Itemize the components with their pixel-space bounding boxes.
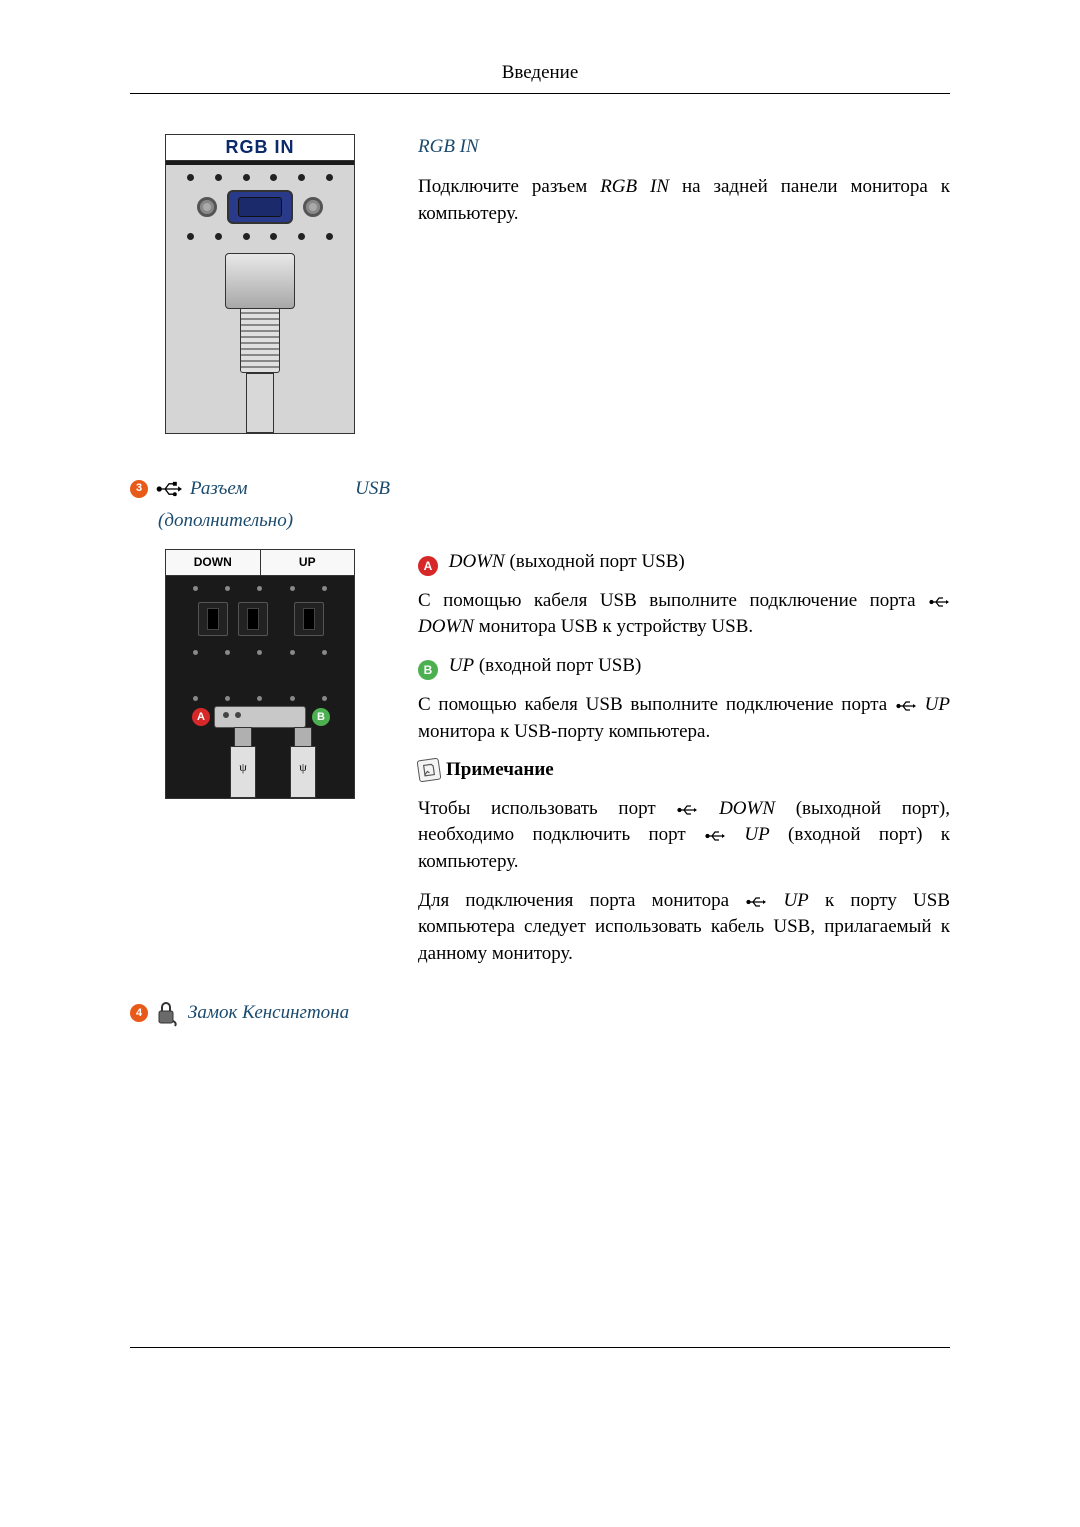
note-p2-pre: Для подключения порта монитора bbox=[418, 890, 745, 911]
usb-icon-inline-4 bbox=[704, 830, 726, 842]
usb-diagram: DOWN UP A B ψ ψ bbox=[165, 549, 355, 799]
usb-diagram-body: A B ψ ψ bbox=[166, 576, 354, 798]
usb-left-col: DOWN UP A B ψ ψ bbox=[130, 549, 390, 980]
note-p1-em: DOWN bbox=[719, 798, 775, 819]
usb-diagram-tabs: DOWN UP bbox=[166, 550, 354, 576]
vga-screw-right bbox=[303, 197, 323, 217]
usb-b-pre: С помощью кабеля USB выполните подключен… bbox=[418, 694, 895, 715]
usb-subtitle: (дополнительно) bbox=[158, 508, 390, 535]
badge-b-icon: B bbox=[418, 660, 438, 680]
rgb-dots-row-2 bbox=[166, 224, 354, 249]
usb-right-col: A DOWN (выходной порт USB) С помощью каб… bbox=[418, 549, 950, 980]
usb-a-header: A DOWN (выходной порт USB) bbox=[418, 549, 950, 576]
vga-screw-left bbox=[197, 197, 217, 217]
note-p1-pre: Чтобы использовать порт bbox=[418, 798, 676, 819]
usb-marker-b: B bbox=[312, 708, 330, 726]
usb-plug-a: ψ bbox=[230, 746, 256, 798]
usb-tab-up: UP bbox=[261, 550, 355, 575]
usb-plug-b: ψ bbox=[290, 746, 316, 798]
vga-plug-body bbox=[225, 253, 295, 309]
rgb-plug-area bbox=[166, 249, 354, 433]
usb-icon-inline-5 bbox=[745, 896, 767, 908]
usb-a-p-em: DOWN bbox=[418, 616, 474, 637]
note-header: Примечание bbox=[418, 757, 950, 784]
usb-title-2: USB bbox=[355, 476, 390, 503]
usb-b-suffix: (входной порт USB) bbox=[474, 655, 641, 676]
usb-number-badge: 3 bbox=[130, 480, 148, 498]
vga-plug-cable bbox=[246, 373, 274, 433]
usb-marker-a: A bbox=[192, 708, 210, 726]
rgb-title: RGB IN bbox=[418, 134, 950, 161]
rgb-left-col: RGB IN bbox=[130, 134, 390, 464]
usb-port-down-1 bbox=[198, 602, 228, 636]
usb-b-header: B UP (входной порт USB) bbox=[418, 653, 950, 680]
usb-b-p-em: UP bbox=[925, 694, 950, 715]
rgb-vga-row bbox=[166, 190, 354, 224]
usb-item-header: 3 Разъем USB bbox=[130, 476, 390, 503]
kensington-title: Замок Кенсингтона bbox=[188, 1000, 349, 1027]
vga-plug-stem bbox=[240, 307, 280, 373]
bottom-rule bbox=[130, 1347, 950, 1348]
content-row-rgb: RGB IN RGB IN Подключите разъем RGB IN н… bbox=[130, 134, 950, 464]
note-p2-em: UP bbox=[783, 890, 808, 911]
usb-icon-inline-3 bbox=[676, 804, 698, 816]
usb-tab-down: DOWN bbox=[166, 550, 261, 575]
page-header: Введение bbox=[130, 60, 950, 94]
usb-b-post: монитора к USB-порту компьютера. bbox=[418, 721, 710, 742]
usb-b-body: С помощью кабеля USB выполните подключен… bbox=[418, 692, 950, 745]
note-label: Примечание bbox=[446, 757, 554, 784]
usb-left-header-wrap: 3 Разъем USB (дополнительно) bbox=[130, 476, 390, 535]
usb-a-pre: С помощью кабеля USB выполните подключен… bbox=[418, 590, 928, 611]
usb-port-down-2 bbox=[238, 602, 268, 636]
badge-a-icon: A bbox=[418, 556, 438, 576]
usb-a-post: монитора USB к устройству USB. bbox=[474, 616, 753, 637]
rgb-diagram-label: RGB IN bbox=[166, 135, 354, 161]
note-p1: Чтобы использовать порт DOWN (выходной п… bbox=[418, 796, 950, 876]
usb-icon bbox=[156, 481, 182, 497]
note-p2: Для подключения порта монитора UP к порт… bbox=[418, 888, 950, 968]
usb-port-up bbox=[294, 602, 324, 636]
rgb-description: Подключите разъем RGB IN на задней панел… bbox=[418, 174, 950, 227]
rgb-diagram: RGB IN bbox=[165, 134, 355, 434]
usb-plug-bar bbox=[214, 706, 306, 728]
usb-a-suffix: (выходной порт USB) bbox=[505, 551, 685, 572]
usb-icon-inline-2 bbox=[895, 700, 917, 712]
usb-a-body: С помощью кабеля USB выполните подключен… bbox=[418, 588, 950, 641]
usb-title-1: Разъем bbox=[190, 476, 248, 503]
kensington-row: 4 Замок Кенсингтона bbox=[130, 999, 950, 1027]
kensington-lock-icon bbox=[156, 999, 180, 1027]
rgb-desc-em: RGB IN bbox=[600, 176, 669, 197]
content-row-usb: DOWN UP A B ψ ψ bbox=[130, 549, 950, 980]
rgb-dots-row-1 bbox=[166, 165, 354, 190]
rgb-desc-pre: Подключите разъем bbox=[418, 176, 600, 197]
usb-b-em: UP bbox=[449, 655, 474, 676]
vga-port bbox=[227, 190, 293, 224]
usb-a-em: DOWN bbox=[449, 551, 505, 572]
rgb-right-col: RGB IN Подключите разъем RGB IN на задне… bbox=[418, 134, 950, 464]
kensington-number-badge: 4 bbox=[130, 1004, 148, 1022]
note-icon bbox=[417, 758, 442, 783]
usb-section: 3 Разъем USB (дополнительно) DOWN UP bbox=[130, 476, 950, 980]
usb-icon-inline-1 bbox=[928, 596, 950, 608]
note-p1-em2: UP bbox=[744, 824, 769, 845]
